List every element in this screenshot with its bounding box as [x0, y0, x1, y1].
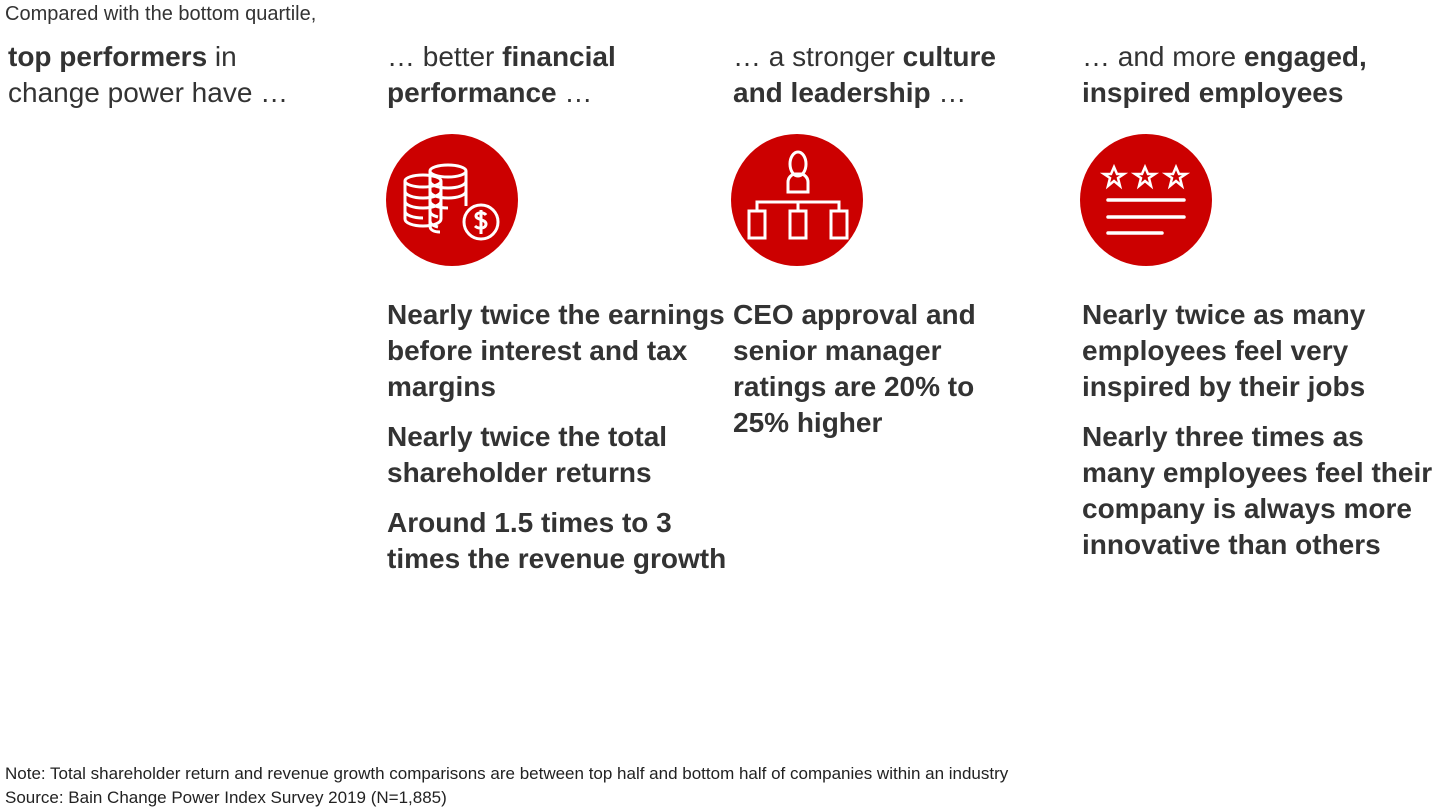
- heading-text: … a stronger: [733, 41, 903, 72]
- point: Nearly twice as many employees feel very…: [1082, 299, 1366, 402]
- org-chart-icon: [731, 134, 863, 266]
- source: Source: Bain Change Power Index Survey 2…: [5, 788, 447, 807]
- point: Nearly three times as many employees fee…: [1082, 421, 1433, 560]
- heading-bold: top performers: [8, 41, 208, 72]
- heading-text: …: [556, 77, 593, 108]
- heading-bold: engaged, inspired employees: [1082, 41, 1367, 108]
- column-heading: … a stronger culture and leadership …: [733, 39, 1033, 111]
- heading-text: … and more: [1082, 41, 1244, 72]
- point: Nearly twice the total shareholder retur…: [387, 421, 668, 488]
- intro-text: Compared with the bottom quartile,: [5, 3, 317, 25]
- column-culture: … a stronger culture and leadership …: [733, 39, 1033, 111]
- employee-points: Nearly twice as many employees feel very…: [1082, 297, 1437, 577]
- heading-text: in change power have …: [8, 41, 289, 108]
- heading-bold: culture and leadership: [733, 41, 996, 108]
- column-employees: … and more engaged, inspired employees: [1082, 39, 1402, 111]
- point: CEO approval and senior manager ratings …: [733, 299, 976, 438]
- star-rating-icon: [1080, 134, 1212, 266]
- heading-text: … better: [387, 41, 503, 72]
- footnote: Note: Total shareholder return and reven…: [5, 764, 1009, 783]
- culture-points: CEO approval and senior manager ratings …: [733, 297, 1088, 455]
- coins-dollar-icon: [386, 134, 518, 266]
- column-heading: … better financial performance …: [387, 39, 647, 111]
- column-heading: top performers in change power have …: [8, 39, 308, 111]
- column-top-performers: top performers in change power have …: [8, 39, 308, 111]
- point: Nearly twice the earnings before interes…: [387, 299, 725, 402]
- column-financial: … better financial performance …: [387, 39, 647, 111]
- heading-bold: financial performance: [387, 41, 616, 108]
- column-heading: … and more engaged, inspired employees: [1082, 39, 1402, 111]
- heading-text: …: [930, 77, 967, 108]
- point: Around 1.5 times to 3 times the revenue …: [387, 507, 727, 574]
- financial-points: Nearly twice the earnings before interes…: [387, 297, 742, 591]
